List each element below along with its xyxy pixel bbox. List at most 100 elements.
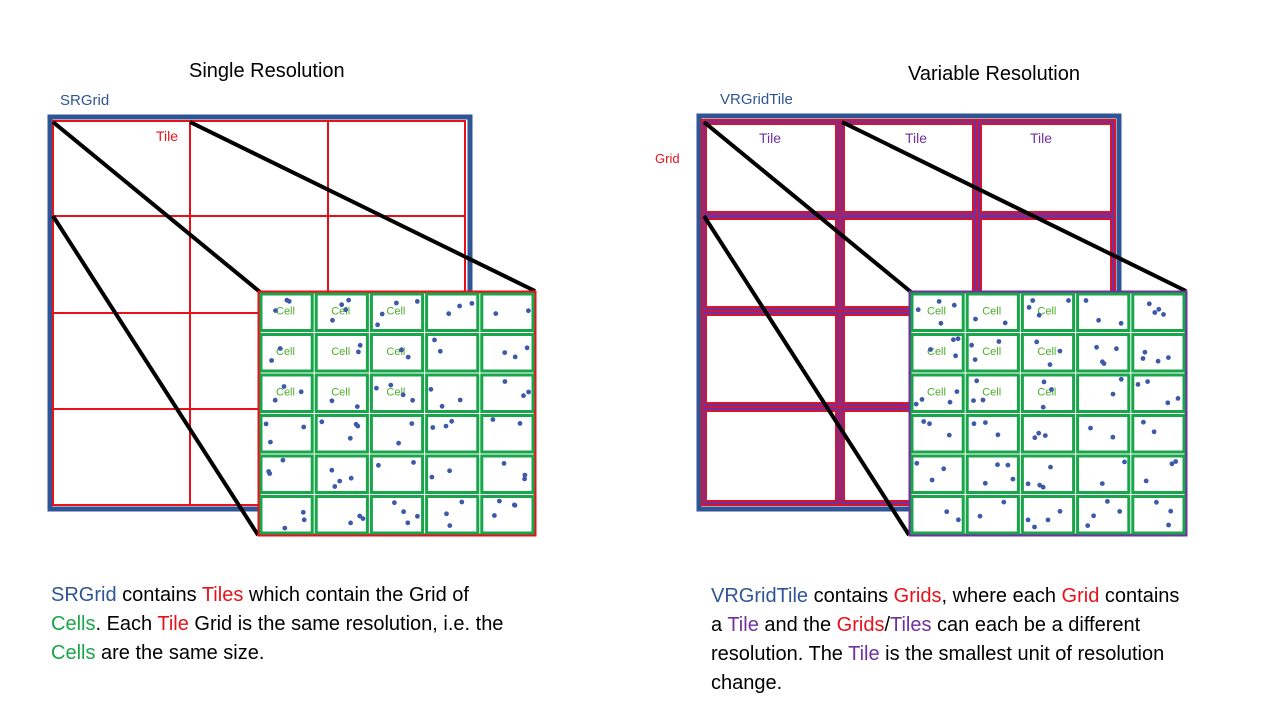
point-dot xyxy=(927,421,932,427)
point-dot xyxy=(980,397,986,403)
point-dot xyxy=(396,440,401,446)
point-dot xyxy=(1025,481,1031,487)
point-dot xyxy=(1088,425,1093,431)
point-dot xyxy=(921,419,927,424)
cell-label: Cell xyxy=(927,305,946,317)
point-dot xyxy=(929,477,935,483)
caption-segment: Grids xyxy=(893,585,942,607)
point-dot xyxy=(339,302,345,308)
point-dot xyxy=(1117,509,1123,514)
point-dot xyxy=(432,337,437,343)
caption-segment: Cells xyxy=(51,613,96,635)
point-dot xyxy=(1083,298,1089,303)
cell xyxy=(910,373,965,413)
cell xyxy=(1076,333,1131,373)
caption-segment: . Each xyxy=(95,613,158,635)
cell xyxy=(910,454,965,494)
cell xyxy=(965,454,1020,494)
point-dot xyxy=(447,468,452,474)
point-dot xyxy=(517,421,523,426)
cell xyxy=(1020,495,1076,535)
cell-label: Cell xyxy=(982,305,1001,317)
point-dot xyxy=(492,513,497,518)
left-tile-label: Tile xyxy=(156,128,178,144)
caption-segment: Grid xyxy=(1061,585,1100,607)
point-dot xyxy=(1048,464,1053,470)
point-dot xyxy=(490,417,496,422)
cell xyxy=(259,373,314,413)
point-dot xyxy=(346,297,351,303)
point-dot xyxy=(449,418,455,424)
caption-segment: contains xyxy=(116,584,202,606)
point-dot xyxy=(502,379,508,384)
point-dot xyxy=(457,397,463,403)
cell xyxy=(1131,414,1186,454)
point-dot xyxy=(379,311,385,317)
point-dot xyxy=(913,401,919,407)
caption-segment: Tile xyxy=(848,643,880,665)
cell xyxy=(1020,373,1076,413)
caption-segment: is the smallest unit of resolution chang… xyxy=(711,643,1165,694)
point-dot xyxy=(447,523,453,528)
caption-segment: can each be a different resolution. The xyxy=(711,614,1141,665)
point-dot xyxy=(281,384,287,389)
point-dot xyxy=(414,299,420,304)
cell xyxy=(965,495,1020,535)
cell xyxy=(259,333,314,373)
caption-segment: are the same size. xyxy=(95,642,265,664)
point-dot xyxy=(263,421,269,427)
point-dot xyxy=(1142,349,1148,355)
cell xyxy=(480,373,535,413)
point-dot xyxy=(459,499,465,505)
srgrid-label: SRGrid xyxy=(60,92,110,109)
left-zoom-lines xyxy=(51,120,536,537)
point-dot xyxy=(410,397,415,403)
point-dot xyxy=(374,385,379,391)
point-dot xyxy=(928,347,933,352)
point-dot xyxy=(360,516,366,521)
point-dot xyxy=(1175,396,1181,401)
cell xyxy=(1020,454,1076,494)
right-zoom-lines xyxy=(702,120,1187,537)
point-dot xyxy=(1005,462,1011,468)
cell xyxy=(480,495,535,535)
point-dot xyxy=(996,339,1002,344)
cell xyxy=(965,333,1020,373)
point-dot xyxy=(938,320,944,326)
point-dot xyxy=(1161,312,1166,317)
point-dot xyxy=(524,345,530,351)
cell xyxy=(1131,495,1186,535)
point-dot xyxy=(1114,346,1119,352)
caption-segment: Grids xyxy=(836,614,885,636)
point-dot xyxy=(512,354,518,360)
point-dot xyxy=(415,513,420,519)
point-dot xyxy=(353,421,359,427)
cell xyxy=(1131,373,1186,413)
point-dot xyxy=(1100,359,1105,365)
point-dot xyxy=(973,316,978,322)
point-dot xyxy=(1110,391,1116,397)
cell xyxy=(910,333,965,373)
point-dot xyxy=(1057,348,1063,354)
point-dot xyxy=(348,520,353,526)
point-dot xyxy=(1036,430,1042,436)
caption-segment: Tile xyxy=(727,614,759,636)
caption-segment: contains a xyxy=(711,585,1180,636)
point-dot xyxy=(956,517,961,523)
point-dot xyxy=(443,423,449,429)
point-dot xyxy=(267,471,273,476)
point-dot xyxy=(411,460,416,465)
point-dot xyxy=(357,342,363,348)
point-dot xyxy=(493,311,499,316)
point-dot xyxy=(1094,344,1099,350)
point-dot xyxy=(522,472,528,478)
point-dot xyxy=(1099,481,1105,486)
point-dot xyxy=(526,389,531,395)
point-dot xyxy=(1036,312,1042,318)
cell xyxy=(314,292,369,332)
point-dot xyxy=(269,358,274,363)
cell xyxy=(369,454,425,494)
point-dot xyxy=(971,398,976,403)
point-dot xyxy=(1091,513,1096,519)
